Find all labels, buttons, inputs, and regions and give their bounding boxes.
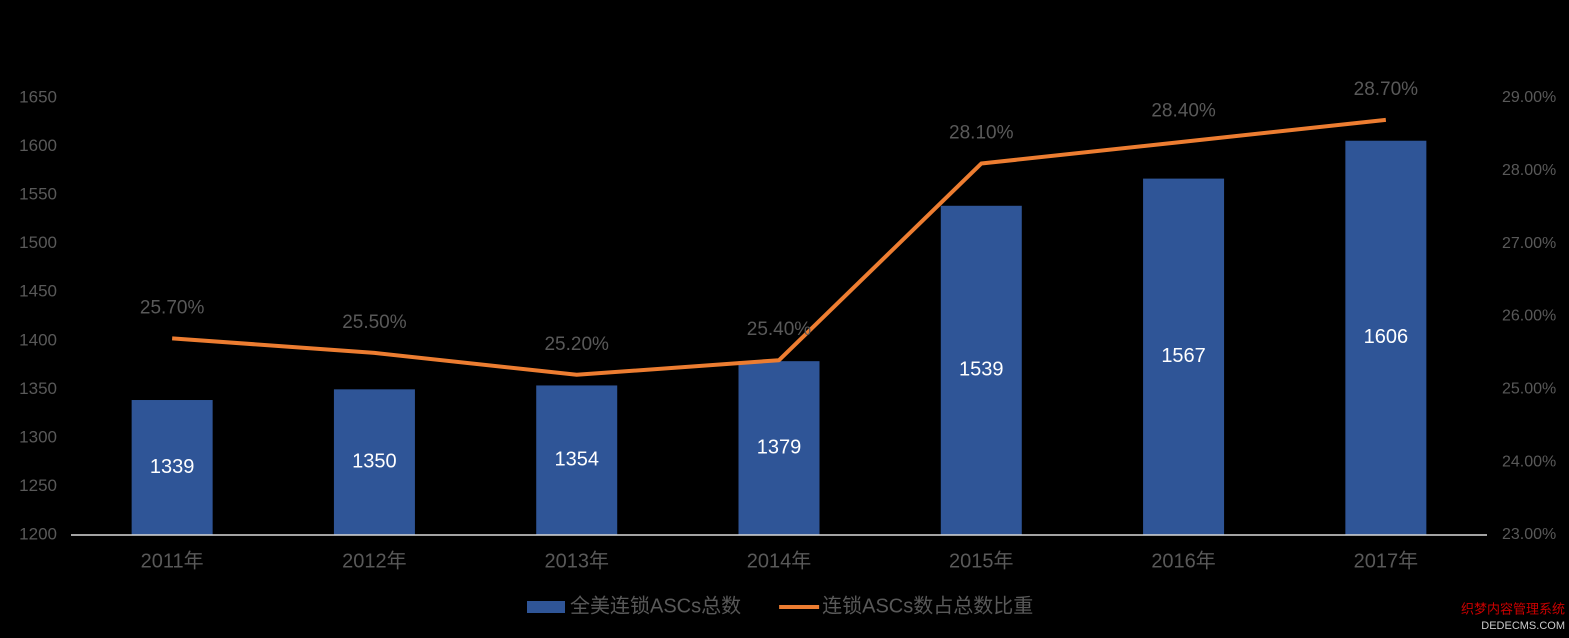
- y2-tick-label: 25.00%: [1502, 381, 1556, 398]
- line-series: [171, 117, 1387, 377]
- y2-tick-label: 29.00%: [1502, 89, 1556, 106]
- watermark: 织梦内容管理系统: [1461, 601, 1565, 616]
- x-tick-label: 2015年: [949, 549, 1014, 572]
- y2-tick-label: 24.00%: [1502, 453, 1556, 470]
- y2-tick-label: 27.00%: [1502, 235, 1556, 252]
- x-tick-label: 2013年: [544, 549, 609, 572]
- bar-value-label: 1350: [352, 450, 397, 472]
- legend-label: 全美连锁ASCs总数: [570, 594, 741, 617]
- line-value-label: 28.70%: [1354, 79, 1419, 100]
- line-value-label: 25.70%: [140, 297, 205, 318]
- y-tick-label: 1400: [19, 330, 57, 349]
- legend-label: 连锁ASCs数占总数比重: [822, 594, 1033, 617]
- bar-value-label: 1539: [959, 359, 1004, 381]
- y-tick-label: 1250: [19, 476, 57, 495]
- line-value-label: 28.10%: [949, 123, 1014, 144]
- line-value-label: 25.50%: [342, 312, 407, 333]
- x-tick-label: 2016年: [1151, 549, 1216, 572]
- y-tick-label: 1600: [19, 136, 57, 155]
- bar: [131, 400, 213, 535]
- y-tick-label: 1200: [19, 524, 57, 543]
- bar: [1345, 140, 1427, 535]
- y-tick-label: 1650: [19, 87, 57, 106]
- watermark: DEDECMS.COM: [1481, 620, 1565, 632]
- y2-tick-label: 28.00%: [1502, 162, 1556, 179]
- line-value-label: 28.40%: [1151, 101, 1216, 122]
- legend-swatch: [527, 601, 565, 613]
- bar: [333, 389, 415, 535]
- bar: [536, 385, 618, 535]
- bar-value-label: 1339: [150, 456, 195, 478]
- bar: [1143, 178, 1225, 535]
- x-tick-label: 2014年: [747, 549, 812, 572]
- y2-tick-label: 26.00%: [1502, 308, 1556, 325]
- y-tick-label: 1350: [19, 379, 57, 398]
- bar-value-label: 1567: [1161, 345, 1206, 367]
- y-tick-label: 1300: [19, 427, 57, 446]
- y-tick-label: 1500: [19, 233, 57, 252]
- y-tick-label: 1550: [19, 185, 57, 204]
- bar-value-label: 1354: [554, 449, 599, 471]
- line-value-label: 25.40%: [747, 319, 812, 340]
- y-tick-label: 1450: [19, 282, 57, 301]
- bar: [940, 205, 1022, 535]
- bar-value-label: 1606: [1364, 326, 1409, 348]
- y2-tick-label: 23.00%: [1502, 526, 1556, 543]
- line-value-label: 25.20%: [544, 334, 609, 355]
- x-tick-label: 2012年: [342, 549, 407, 572]
- bar-value-label: 1379: [757, 436, 802, 458]
- x-tick-label: 2017年: [1354, 549, 1419, 572]
- bar: [738, 361, 820, 535]
- x-tick-label: 2011年: [141, 549, 204, 572]
